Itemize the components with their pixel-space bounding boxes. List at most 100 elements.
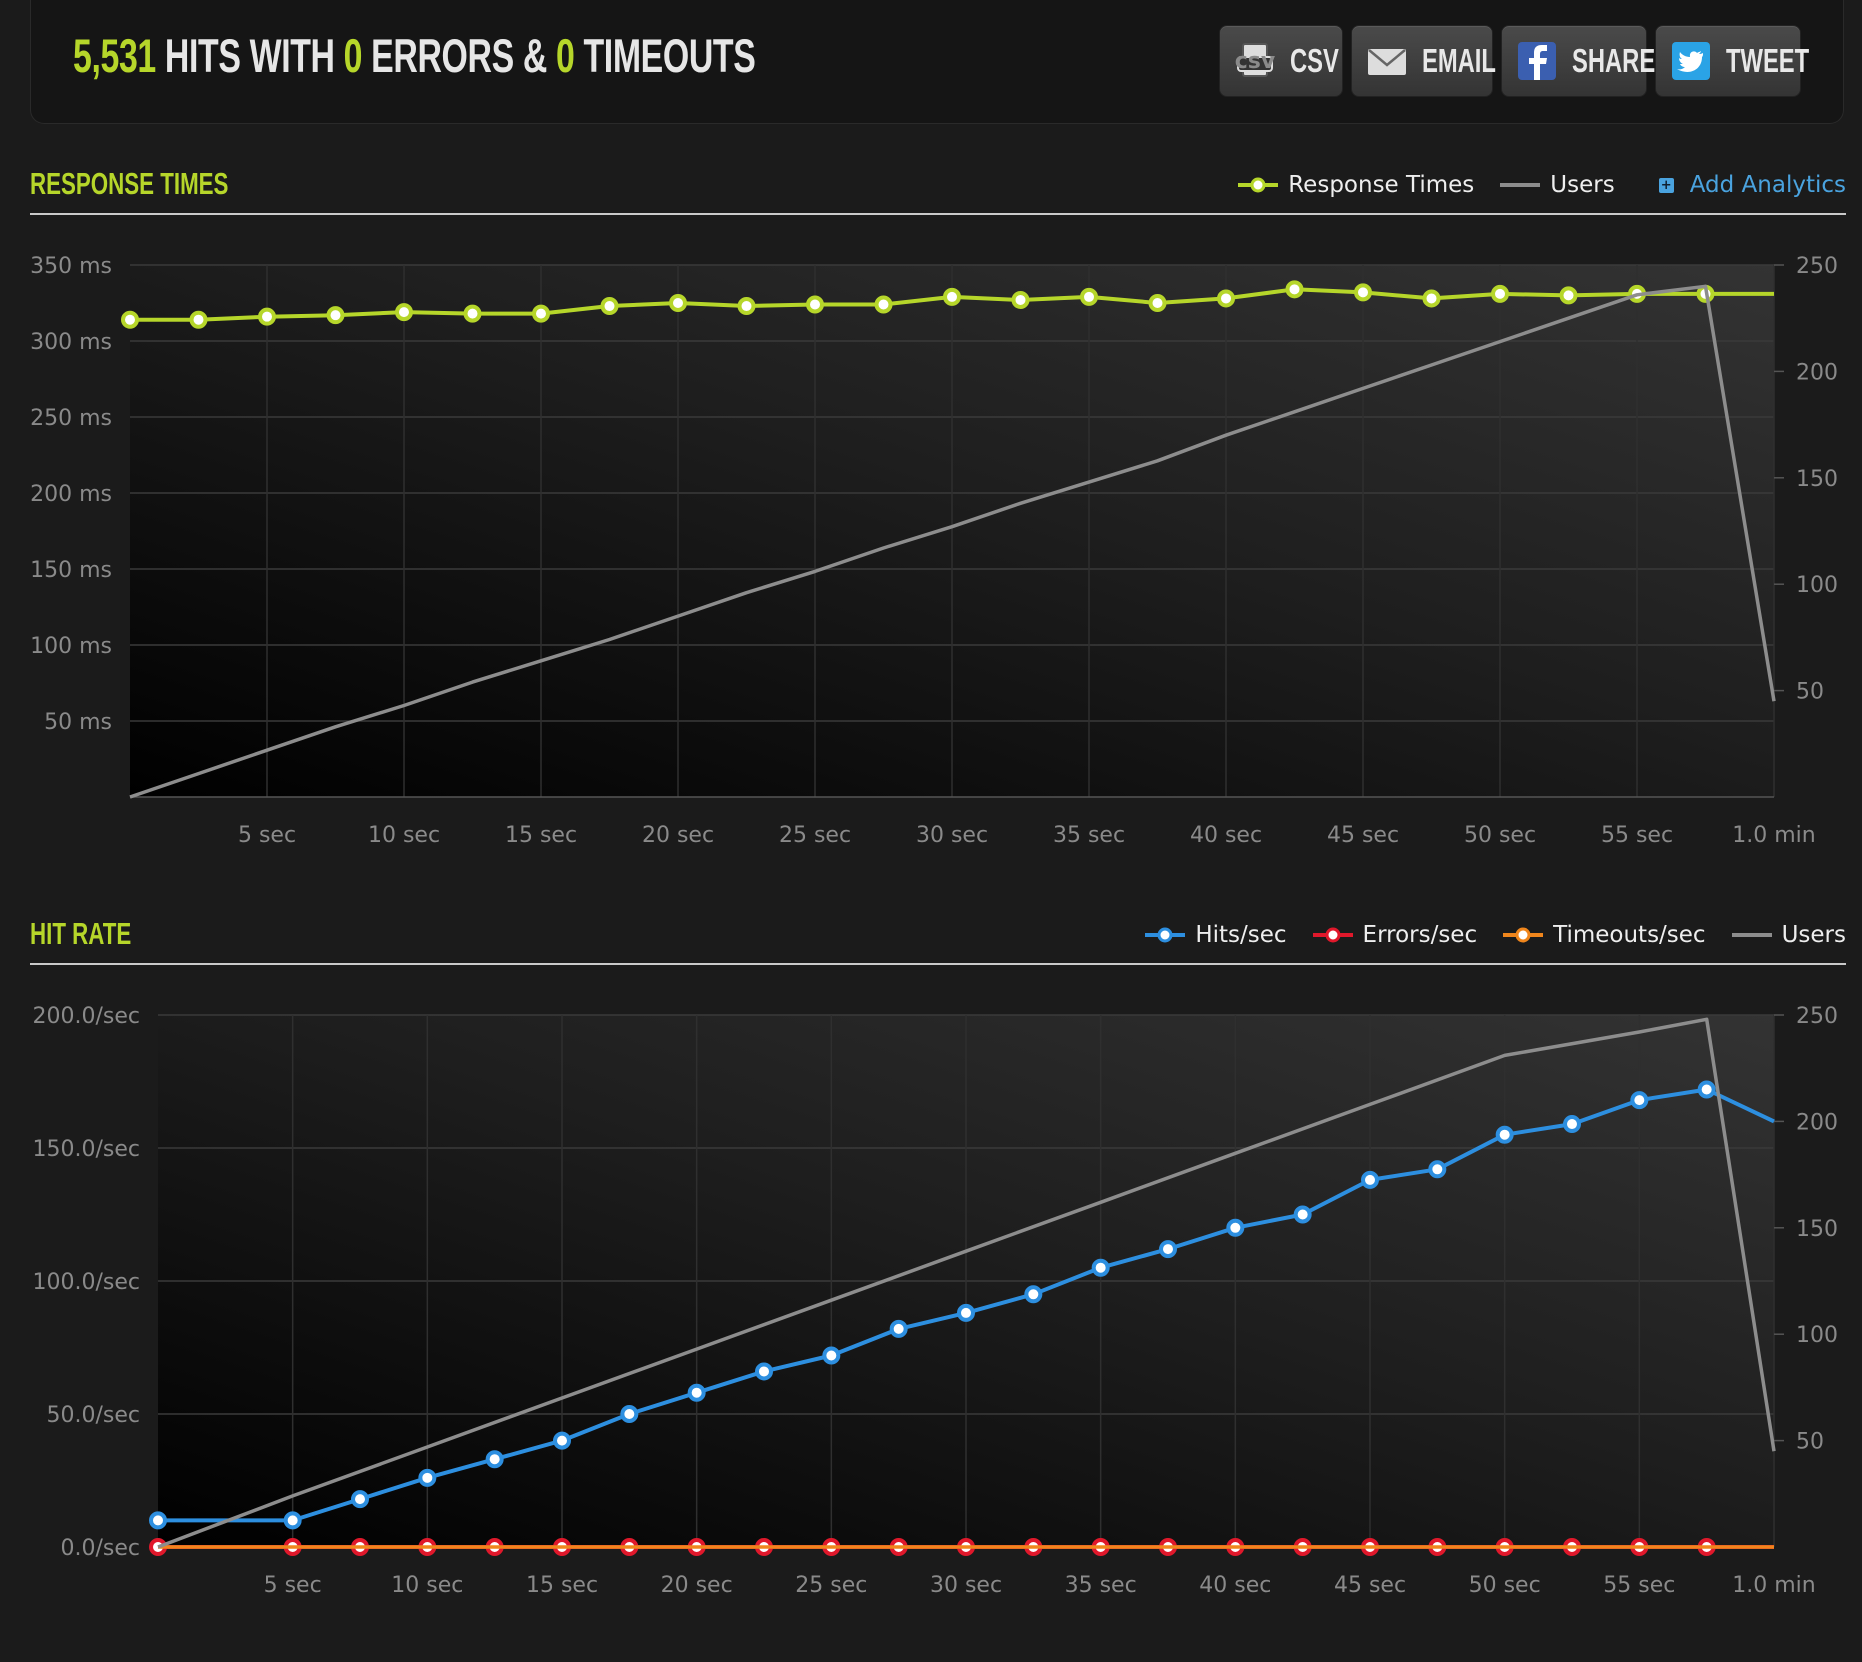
email-button-label: EMAIL bbox=[1422, 42, 1496, 79]
summary-headline: 5,531 HITS WITH 0 ERRORS & 0 TIMEOUTS bbox=[73, 28, 756, 83]
y-right-tick-label: 250 bbox=[1796, 254, 1838, 279]
response-times-point bbox=[1011, 290, 1030, 309]
y-right-tick-label: 200 bbox=[1796, 1110, 1838, 1135]
share-button[interactable]: SHARE bbox=[1501, 25, 1655, 97]
email-button[interactable]: EMAIL bbox=[1351, 25, 1496, 97]
x-tick-label: 55 sec bbox=[1601, 823, 1673, 848]
hits-sec-point bbox=[418, 1468, 437, 1487]
y-left-tick-label: 150 ms bbox=[30, 558, 112, 583]
x-tick-label: 10 sec bbox=[391, 1573, 463, 1598]
tweet-button[interactable]: TWEET bbox=[1655, 25, 1809, 97]
y-right-tick-label: 200 bbox=[1796, 360, 1838, 385]
x-tick-label: 15 sec bbox=[505, 823, 577, 848]
legend-hits[interactable]: Hits/sec bbox=[1145, 922, 1287, 948]
response-times-chart: 50 ms 100 ms 150 ms 200 ms 250 ms 300 ms 350 m… bbox=[30, 254, 1838, 848]
response-times-swatch bbox=[1238, 177, 1279, 193]
legend-errors-label: Errors/sec bbox=[1362, 922, 1478, 948]
hits-swatch bbox=[1145, 927, 1186, 943]
share-button-label: SHARE bbox=[1572, 42, 1656, 79]
x-tick-label: 25 sec bbox=[795, 1573, 867, 1598]
timeouts-swatch bbox=[1503, 927, 1544, 943]
response-times-point bbox=[326, 306, 345, 325]
add-analytics-link[interactable]: + Add Analytics bbox=[1658, 172, 1846, 198]
x-tick-label: 50 sec bbox=[1464, 823, 1536, 848]
hits-sec-line bbox=[158, 1087, 1775, 1523]
x-tick-label: 55 sec bbox=[1603, 1573, 1675, 1598]
users-line bbox=[129, 284, 1776, 799]
y-left-tick-label: 150.0/sec bbox=[33, 1137, 141, 1162]
hits-sec-point bbox=[1361, 1170, 1379, 1189]
x-tick-label: 1.0 min bbox=[1732, 823, 1815, 848]
x-tick-label: 20 sec bbox=[661, 1573, 733, 1598]
y-right-tick-label: 250 bbox=[1796, 1004, 1838, 1029]
hits-sec-point bbox=[1630, 1091, 1649, 1110]
x-tick-label: 45 sec bbox=[1327, 823, 1399, 848]
csv-button[interactable]: csv CSV bbox=[1219, 25, 1343, 97]
twitter-bird-icon bbox=[1672, 42, 1710, 80]
tweet-button-label: TWEET bbox=[1726, 42, 1810, 79]
timeouts-count: 0 bbox=[555, 29, 575, 82]
timeouts-label: TIMEOUTS bbox=[583, 29, 756, 82]
x-tick-label: 20 sec bbox=[642, 823, 714, 848]
hits-sec-point bbox=[553, 1431, 571, 1450]
hits-sec-point bbox=[1159, 1240, 1177, 1259]
hits-sec-point bbox=[1024, 1285, 1043, 1304]
y-left-tick-label: 0.0/sec bbox=[61, 1536, 141, 1561]
x-tick-label: 40 sec bbox=[1199, 1573, 1271, 1598]
y-left-tick-label: 50 ms bbox=[44, 710, 112, 735]
envelope-icon bbox=[1368, 49, 1406, 75]
hits-sec-point bbox=[1428, 1160, 1447, 1179]
y-left-tick-label: 50.0/sec bbox=[47, 1403, 141, 1428]
hits-sec-point bbox=[1091, 1258, 1110, 1277]
response-times-point bbox=[463, 304, 482, 323]
response-times-point bbox=[395, 303, 413, 322]
y-right-tick-label: 50 bbox=[1796, 680, 1824, 705]
csv-button-label: CSV bbox=[1290, 42, 1339, 79]
legend-errors[interactable]: Errors/sec bbox=[1312, 922, 1478, 948]
legend-response-times-label: Response Times bbox=[1288, 172, 1475, 198]
response-times-point bbox=[600, 297, 619, 316]
x-tick-label: 40 sec bbox=[1190, 823, 1262, 848]
response-times-point bbox=[943, 287, 961, 306]
facebook-icon bbox=[1518, 42, 1556, 80]
errors-count: 0 bbox=[343, 29, 363, 82]
legend-users-hit-rate[interactable]: Users bbox=[1731, 922, 1846, 948]
response-times-point bbox=[1148, 294, 1167, 312]
x-tick-label: 1.0 min bbox=[1732, 1573, 1815, 1598]
summary-bar: 5,531 HITS WITH 0 ERRORS & 0 TIMEOUTS cs… bbox=[30, 0, 1844, 124]
y-right-tick-label: 50 bbox=[1796, 1430, 1824, 1455]
users-line bbox=[157, 1017, 1776, 1549]
response-times-point bbox=[669, 294, 687, 312]
response-times-point bbox=[737, 297, 756, 316]
response-times-point bbox=[189, 310, 208, 329]
legend-timeouts[interactable]: Timeouts/sec bbox=[1503, 922, 1706, 948]
errors-label: ERRORS & bbox=[371, 29, 547, 82]
hits-label: HITS WITH bbox=[164, 29, 335, 82]
legend-users-hit-rate-label: Users bbox=[1781, 922, 1846, 948]
hits-sec-point bbox=[620, 1405, 639, 1423]
legend-users[interactable]: Users bbox=[1500, 172, 1615, 198]
response-times-point bbox=[532, 304, 550, 323]
hit-rate-legend: Hits/sec Errors/sec Timeouts/sec Users bbox=[1119, 922, 1846, 948]
hit-rate-title: HIT RATE bbox=[30, 916, 132, 951]
hits-sec-point bbox=[1697, 1080, 1716, 1099]
legend-response-times[interactable]: Response Times bbox=[1238, 172, 1474, 198]
response-times-title: RESPONSE TIMES bbox=[30, 166, 229, 201]
x-tick-label: 35 sec bbox=[1065, 1573, 1137, 1598]
response-times-point bbox=[1559, 286, 1578, 305]
x-tick-label: 10 sec bbox=[368, 823, 440, 848]
hits-sec-point bbox=[283, 1511, 302, 1530]
hits-sec-point bbox=[822, 1346, 841, 1365]
y-left-tick-label: 100 ms bbox=[30, 634, 112, 659]
response-times-point bbox=[1491, 284, 1509, 303]
legend-hits-label: Hits/sec bbox=[1195, 922, 1287, 948]
legend-timeouts-label: Timeouts/sec bbox=[1553, 922, 1706, 948]
hits-sec-point bbox=[1495, 1125, 1514, 1144]
x-tick-label: 50 sec bbox=[1469, 1573, 1541, 1598]
x-tick-label: 25 sec bbox=[779, 823, 851, 848]
x-tick-label: 5 sec bbox=[264, 1573, 322, 1598]
plus-icon: + bbox=[1658, 177, 1674, 193]
response-times-point bbox=[1422, 289, 1441, 308]
x-tick-label: 30 sec bbox=[930, 1573, 1002, 1598]
response-times-point bbox=[1354, 283, 1372, 302]
